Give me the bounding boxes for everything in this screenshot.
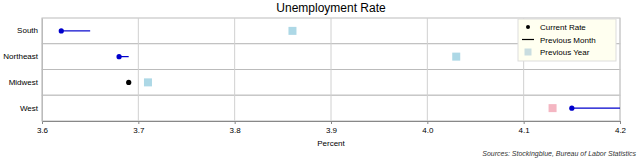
x-tick-mark xyxy=(138,121,139,124)
y-tick: South xyxy=(17,26,42,35)
grid-line xyxy=(138,18,139,121)
y-axis: South Northeast Midwest West xyxy=(3,19,42,122)
x-tick-mark xyxy=(235,121,236,124)
x-tick-mark xyxy=(524,121,525,124)
x-tick: 4.2 xyxy=(615,121,627,135)
chart: Unemployment Rate 3.6 3.7 3.8 3.9 4.0 4.1 4.2 So… xyxy=(0,0,640,160)
legend-marker xyxy=(525,49,532,56)
title: Unemployment Rate xyxy=(276,1,386,15)
x-tick-label: 4.1 xyxy=(519,126,531,135)
grid-line xyxy=(427,18,428,121)
x-tick: 3.8 xyxy=(230,121,242,135)
x-axis-title: Percent xyxy=(317,139,345,148)
current-rate-dot xyxy=(116,54,121,59)
x-tick-label: 3.6 xyxy=(37,126,49,135)
grid-line xyxy=(42,18,43,121)
current-rate-dot xyxy=(126,80,131,85)
source: Sources: Stockingblue, Bureau of Labor S… xyxy=(482,150,636,158)
current-rate-dot xyxy=(569,106,574,111)
previous-year-marker xyxy=(144,78,152,86)
previous-year-marker xyxy=(288,27,296,35)
grid-line xyxy=(620,18,621,121)
y-tick: West xyxy=(20,104,42,113)
y-tick-label: Midwest xyxy=(9,78,39,87)
x-tick: 4.0 xyxy=(422,121,434,135)
x-tick: 4.1 xyxy=(519,121,531,135)
y-tick-label: West xyxy=(20,104,39,113)
legend-label: Previous Month xyxy=(540,36,596,45)
previous-month-line xyxy=(61,30,90,31)
y-tick-label: South xyxy=(17,26,38,35)
x-axis: 3.6 3.7 3.8 3.9 4.0 4.1 4.2 xyxy=(37,121,627,135)
legend-marker xyxy=(526,25,530,29)
x-axis-line xyxy=(43,122,621,125)
x-tick: 3.7 xyxy=(133,121,145,135)
legend-box xyxy=(518,19,616,61)
x-tick-mark xyxy=(427,121,428,124)
x-tick-label: 3.9 xyxy=(326,126,338,135)
x-tick-label: 4.2 xyxy=(615,126,627,135)
grid-line xyxy=(234,18,235,121)
x-tick-label: 4.0 xyxy=(422,126,434,135)
y-axis-line xyxy=(42,19,43,122)
y-tick-label: Northeast xyxy=(3,52,38,61)
previous-month-line xyxy=(572,108,620,109)
legend-label: Previous Year xyxy=(540,48,590,57)
x-tick-label: 3.7 xyxy=(133,126,145,135)
previous-year-marker xyxy=(549,104,557,112)
grid-line xyxy=(331,18,332,121)
x-tick: 3.9 xyxy=(326,121,338,135)
x-tick-mark xyxy=(331,121,332,124)
y-tick: Midwest xyxy=(9,78,42,87)
y-tick: Northeast xyxy=(3,52,42,61)
x-tick: 3.6 xyxy=(37,121,49,135)
x-tick-label: 3.8 xyxy=(230,126,242,135)
x-tick-mark xyxy=(620,121,621,124)
current-rate-dot xyxy=(59,28,64,33)
previous-year-marker xyxy=(452,53,460,61)
legend-marker xyxy=(522,39,534,40)
legend: Current Rate Previous Month Previous Year xyxy=(518,19,616,61)
legend-label: Current Rate xyxy=(540,23,586,32)
plot: 3.6 3.7 3.8 3.9 4.0 4.1 4.2 South Northeast Midwe… xyxy=(3,18,626,135)
